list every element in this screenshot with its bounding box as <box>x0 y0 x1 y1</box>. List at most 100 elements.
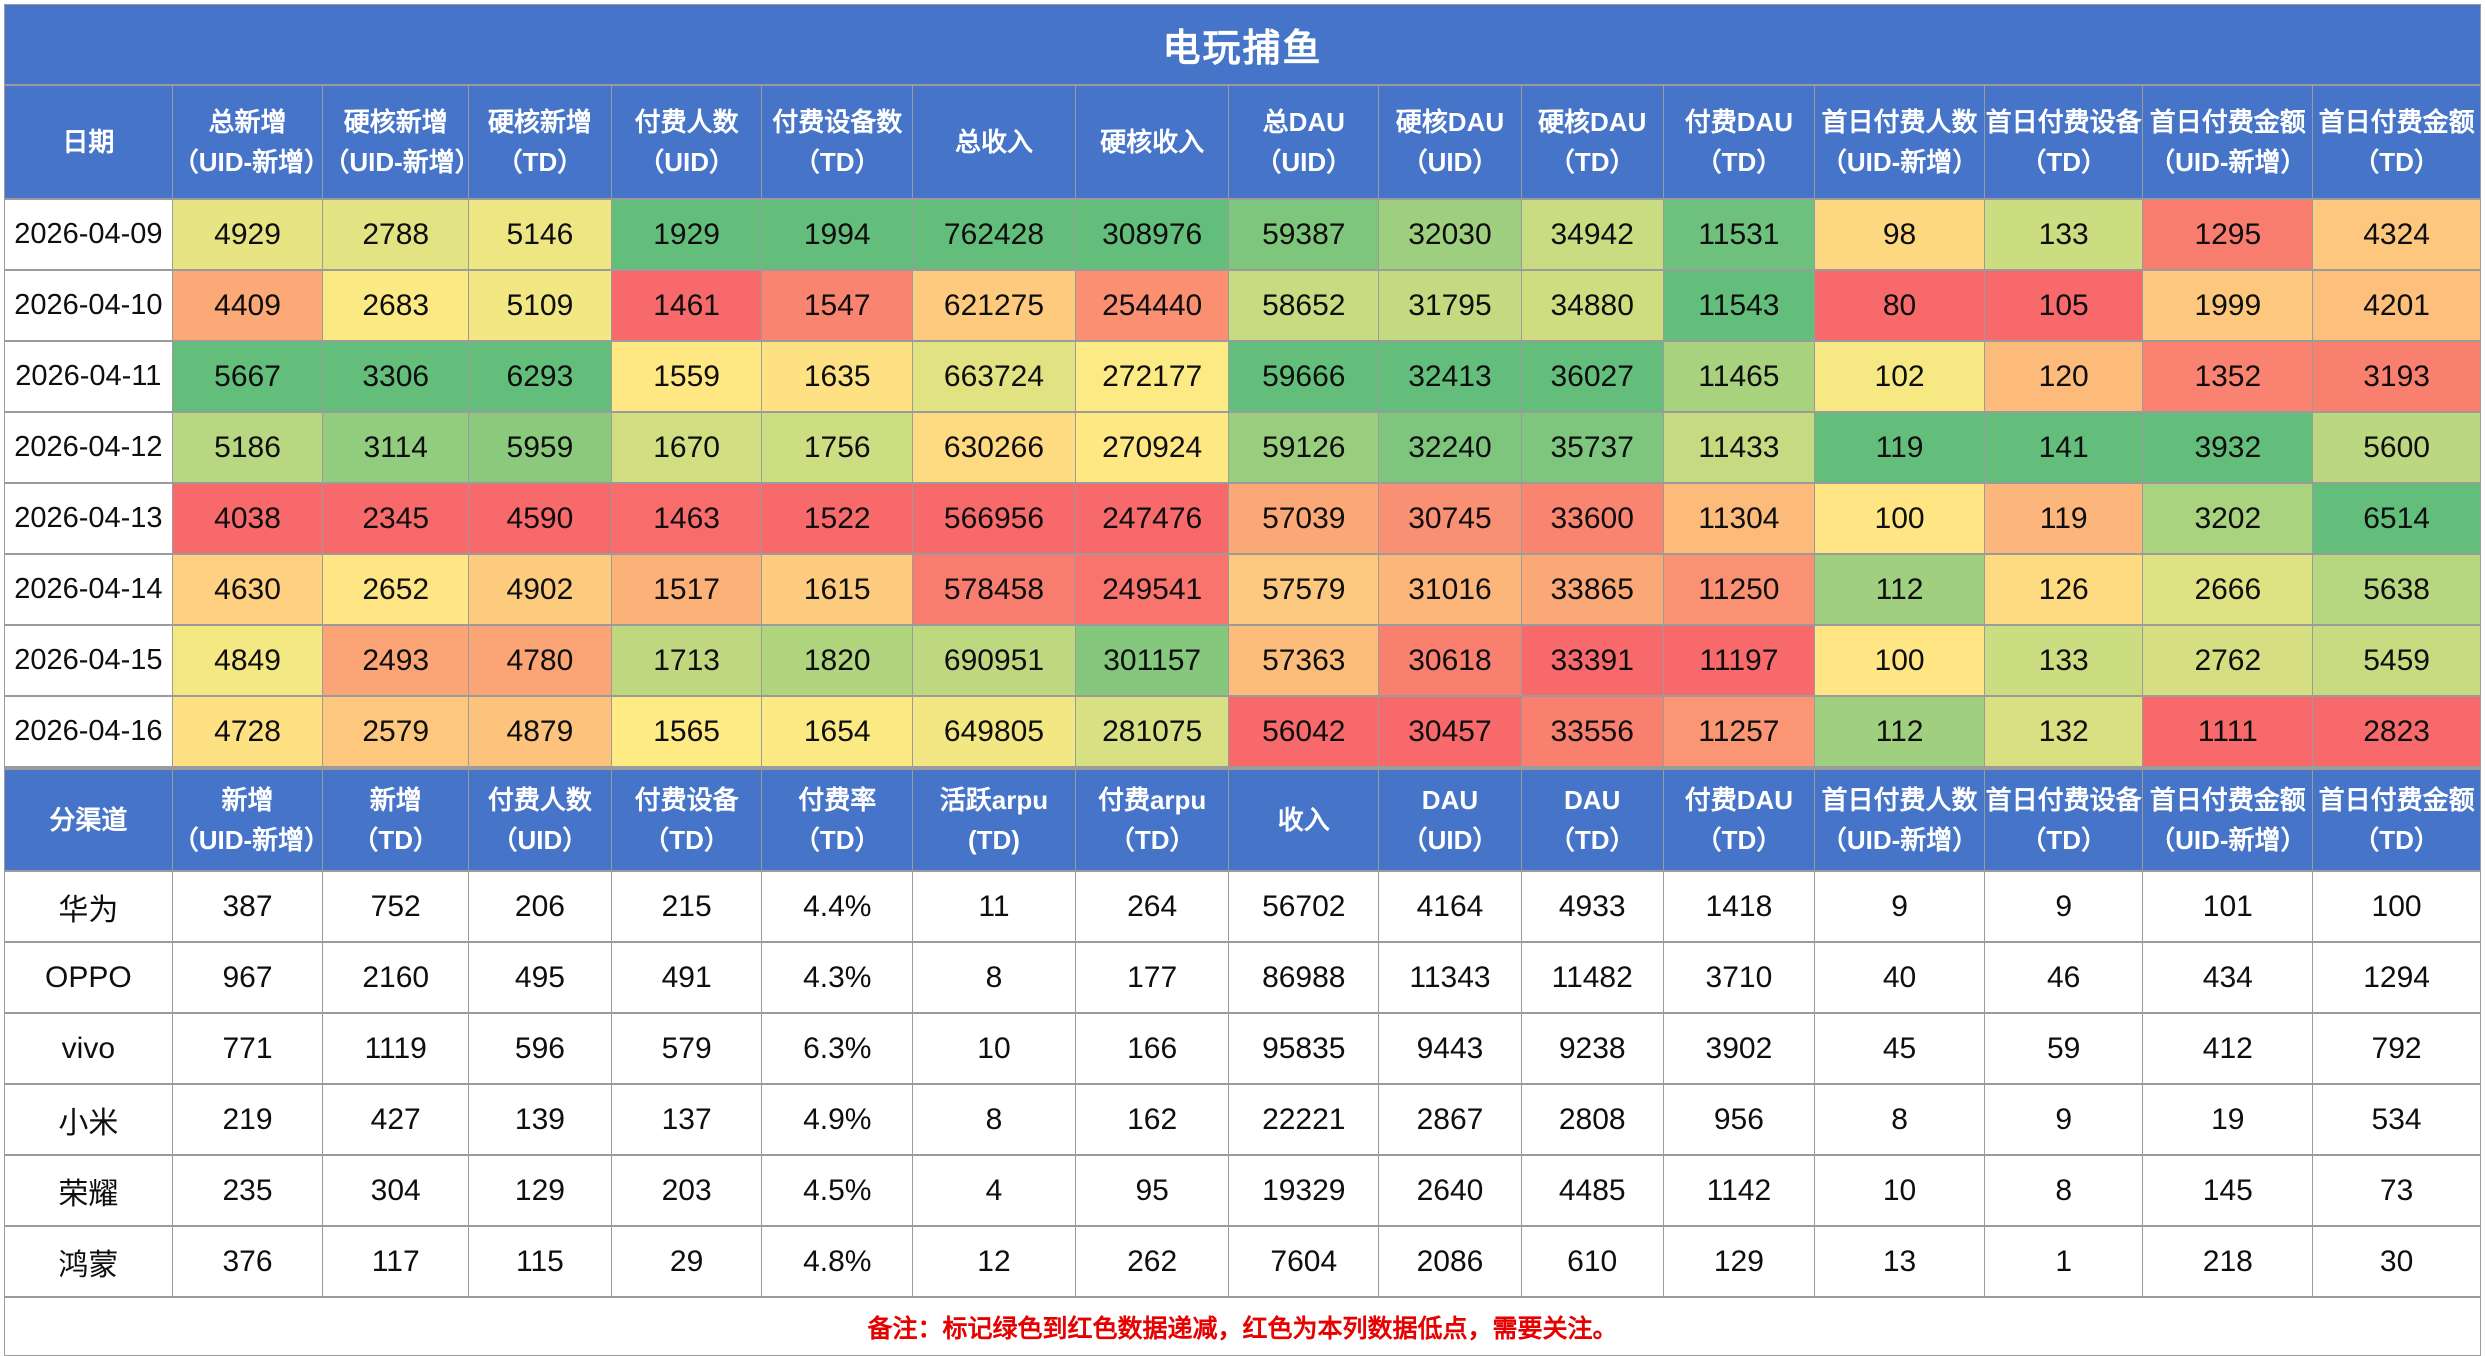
daily-header-row: 日期 总新增 （UID-新增） 硬核新增 （UID-新增） 硬核新增 （TD） 付费人数 （UI… <box>4 84 2481 200</box>
column-header: 新增 （TD） <box>322 768 470 872</box>
column-header: 硬核收入 <box>1074 84 1230 200</box>
metric-cell: 412 <box>2142 1012 2314 1085</box>
metric-cell: 29 <box>610 1225 763 1298</box>
metric-cell: 8 <box>1983 1154 2144 1227</box>
channel-table-header: 分渠道 新增 （UID-新增） 新增 （TD） 付费人数 （UID） 付费设备 （TD） 付费率（… <box>4 768 2481 872</box>
metric-cell: 11257 <box>1662 695 1816 768</box>
metric-cell: 219 <box>171 1083 324 1156</box>
metric-cell: 132 <box>1983 695 2144 768</box>
metric-cell: 3306 <box>322 340 470 413</box>
metric-cell: 57363 <box>1228 624 1380 697</box>
channel-table-row: OPPO 967 2160 495 491 4.3% 8 177 86988 11343 11482… <box>4 941 2481 1014</box>
metric-cell: 13 <box>1814 1225 1985 1298</box>
metric-cell: 45 <box>1814 1012 1985 1085</box>
metric-cell: 434 <box>2142 941 2314 1014</box>
metric-cell: 5638 <box>2312 553 2481 626</box>
metric-cell: 956 <box>1662 1083 1816 1156</box>
metric-cell: 2160 <box>322 941 470 1014</box>
metric-cell: 101 <box>2142 870 2314 943</box>
metric-cell: 1461 <box>610 269 763 342</box>
metric-cell: 34942 <box>1520 198 1664 271</box>
daily-table-row: 2026-04-14 4630 2652 4902 1517 1615 578458 2495… <box>4 553 2481 626</box>
metric-cell: 12 <box>912 1225 1076 1298</box>
metric-cell: 2652 <box>322 553 470 626</box>
metric-cell: 59387 <box>1228 198 1380 271</box>
metric-cell: 4849 <box>171 624 324 697</box>
metric-cell: 32240 <box>1378 411 1522 484</box>
metric-cell: 2493 <box>322 624 470 697</box>
metric-cell: 11 <box>912 870 1076 943</box>
column-header: 新增 （UID-新增） <box>171 768 324 872</box>
metric-cell: 4409 <box>171 269 324 342</box>
metric-cell: 133 <box>1983 624 2144 697</box>
column-header: 付费设备 （TD） <box>610 768 763 872</box>
metric-cell: 1565 <box>610 695 763 768</box>
metric-cell: 57579 <box>1228 553 1380 626</box>
channel-cell: 荣耀 <box>4 1154 173 1227</box>
metric-cell: 281075 <box>1074 695 1230 768</box>
metric-cell: 9 <box>1814 870 1985 943</box>
metric-cell: 663724 <box>912 340 1076 413</box>
metric-cell: 2683 <box>322 269 470 342</box>
metric-cell: 376 <box>171 1225 324 1298</box>
metric-cell: 30457 <box>1378 695 1522 768</box>
column-header: 硬核新增 （UID-新增） <box>322 84 470 200</box>
metric-cell: 112 <box>1814 695 1985 768</box>
metric-cell: 2640 <box>1378 1154 1522 1227</box>
metric-cell: 31795 <box>1378 269 1522 342</box>
column-header: 首日付费金额 （UID-新增） <box>2142 84 2314 200</box>
metric-cell: 621275 <box>912 269 1076 342</box>
metric-cell: 270924 <box>1074 411 1230 484</box>
metric-cell: 32030 <box>1378 198 1522 271</box>
metric-cell: 35737 <box>1520 411 1664 484</box>
metric-cell: 162 <box>1074 1083 1230 1156</box>
metric-cell: 33556 <box>1520 695 1664 768</box>
column-header: 付费人数 （UID） <box>610 84 763 200</box>
metric-cell: 2579 <box>322 695 470 768</box>
metric-cell: 215 <box>610 870 763 943</box>
metric-cell: 11531 <box>1662 198 1816 271</box>
metric-cell: 19 <box>2142 1083 2314 1156</box>
metric-cell: 5186 <box>171 411 324 484</box>
metric-cell: 1522 <box>761 482 914 555</box>
channel-table-row: vivo 771 1119 596 579 6.3% 10 166 95835 9443 9238 3… <box>4 1012 2481 1085</box>
metric-cell: 1463 <box>610 482 763 555</box>
metric-cell: 4 <box>912 1154 1076 1227</box>
metric-cell: 40 <box>1814 941 1985 1014</box>
column-header: 首日付费人数 （UID-新增） <box>1814 84 1985 200</box>
metric-cell: 967 <box>171 941 324 1014</box>
metric-cell: 4590 <box>468 482 612 555</box>
metric-cell: 4.4% <box>761 870 914 943</box>
metric-cell: 7604 <box>1228 1225 1380 1298</box>
metric-cell: 1635 <box>761 340 914 413</box>
metric-cell: 1517 <box>610 553 763 626</box>
report-title: 电玩捕鱼 <box>4 4 2481 84</box>
metric-cell: 56042 <box>1228 695 1380 768</box>
metric-cell: 4929 <box>171 198 324 271</box>
metric-cell: 9 <box>1983 1083 2144 1156</box>
metric-cell: 301157 <box>1074 624 1230 697</box>
metric-cell: 119 <box>1814 411 1985 484</box>
metric-cell: 5109 <box>468 269 612 342</box>
metric-cell: 32413 <box>1378 340 1522 413</box>
metric-cell: 6.3% <box>761 1012 914 1085</box>
metric-cell: 1119 <box>322 1012 470 1085</box>
metric-cell: 1559 <box>610 340 763 413</box>
metric-cell: 137 <box>610 1083 763 1156</box>
channel-header-row: 分渠道 新增 （UID-新增） 新增 （TD） 付费人数 （UID） 付费设备 （TD） 付费率（… <box>4 768 2481 872</box>
metric-cell: 2808 <box>1520 1083 1664 1156</box>
column-header: 首日付费设备 （TD） <box>1983 768 2144 872</box>
metric-cell: 11304 <box>1662 482 1816 555</box>
metric-cell: 2788 <box>322 198 470 271</box>
column-header: 日期 <box>4 84 173 200</box>
metric-cell: 308976 <box>1074 198 1230 271</box>
column-header: 付费率 （TD） <box>761 768 914 872</box>
metric-cell: 119 <box>1983 482 2144 555</box>
date-cell: 2026-04-15 <box>4 624 173 697</box>
metric-cell: 4.8% <box>761 1225 914 1298</box>
metric-cell: 177 <box>1074 941 1230 1014</box>
daily-table-row: 2026-04-11 5667 3306 6293 1559 1635 663724 2721… <box>4 340 2481 413</box>
column-header: DAU （TD） <box>1520 768 1664 872</box>
column-header: 硬核新增 （TD） <box>468 84 612 200</box>
metric-cell: 4485 <box>1520 1154 1664 1227</box>
